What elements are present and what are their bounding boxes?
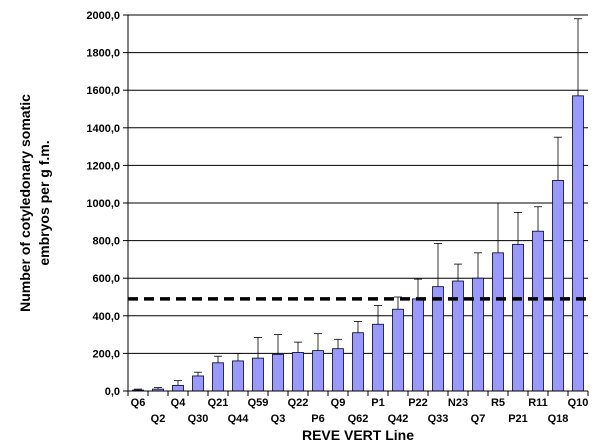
y-tick-label: 400,0 xyxy=(92,311,120,323)
axes xyxy=(127,15,588,392)
x-category-label: Q59 xyxy=(248,397,269,409)
y-tick-label: 600,0 xyxy=(92,273,120,285)
x-category-label: R11 xyxy=(528,397,548,409)
x-category-label: Q2 xyxy=(151,413,166,425)
bar xyxy=(212,362,224,392)
bar xyxy=(492,252,504,392)
x-category-label: P1 xyxy=(371,397,384,409)
x-category-label: Q33 xyxy=(428,413,449,425)
y-tick-label: 800,0 xyxy=(92,236,120,248)
bar xyxy=(172,384,184,392)
bar xyxy=(352,332,364,392)
bar xyxy=(392,308,404,392)
x-category-label: Q3 xyxy=(271,413,286,425)
x-category-label: P22 xyxy=(408,397,428,409)
y-axis-title-line-1: Number of cotyledonary somatic xyxy=(17,94,33,312)
bars xyxy=(132,95,584,392)
x-category-label: R5 xyxy=(491,397,505,409)
x-category-label: Q62 xyxy=(348,413,369,425)
x-category-label: N23 xyxy=(448,397,468,409)
bar xyxy=(412,298,424,392)
x-category-label: Q10 xyxy=(568,397,589,409)
bar xyxy=(332,348,344,392)
y-tick-label: 0,0 xyxy=(105,386,120,398)
y-tick-labels: 0,0 200,0 400,0 600,0 800,0 1000,0 1200,0 1400,… xyxy=(86,10,120,398)
y-tick-label: 1200,0 xyxy=(86,160,120,172)
x-category-label: Q44 xyxy=(228,413,250,425)
bar xyxy=(512,243,524,392)
x-category-label: Q4 xyxy=(171,397,187,409)
y-axis-title-line-2: embryos per g f.m. xyxy=(36,140,52,265)
x-category-label: P21 xyxy=(508,413,528,425)
bar xyxy=(372,323,384,392)
bar xyxy=(192,375,204,392)
bar xyxy=(232,360,244,392)
y-tick-label: 200,0 xyxy=(92,348,120,360)
y-tick-label: 1000,0 xyxy=(86,198,120,210)
x-category-label: Q9 xyxy=(331,397,346,409)
gridlines xyxy=(123,14,589,396)
bar xyxy=(272,353,284,392)
y-tick-label: 1800,0 xyxy=(86,48,120,60)
bar xyxy=(472,277,484,392)
x-category-label: Q21 xyxy=(208,397,229,409)
bar xyxy=(532,230,544,392)
x-axis-title: REVE VERT Line xyxy=(302,427,414,443)
x-category-label: Q30 xyxy=(188,413,209,425)
error-bars xyxy=(134,18,582,391)
bar xyxy=(432,286,444,392)
bar xyxy=(572,95,584,392)
x-category-label: Q42 xyxy=(388,413,409,425)
x-category-label: Q6 xyxy=(131,397,146,409)
x-category-label: Q7 xyxy=(471,413,486,425)
x-category-label: Q22 xyxy=(288,397,309,409)
bar xyxy=(252,357,264,392)
bar xyxy=(552,180,564,392)
x-category-label: Q18 xyxy=(548,413,569,425)
y-tick-label: 1600,0 xyxy=(86,85,120,97)
x-category-label: P6 xyxy=(311,413,324,425)
bar xyxy=(292,352,304,392)
y-tick-label: 1400,0 xyxy=(86,123,120,135)
bar xyxy=(312,350,324,392)
y-tick-label: 2000,0 xyxy=(86,10,120,22)
